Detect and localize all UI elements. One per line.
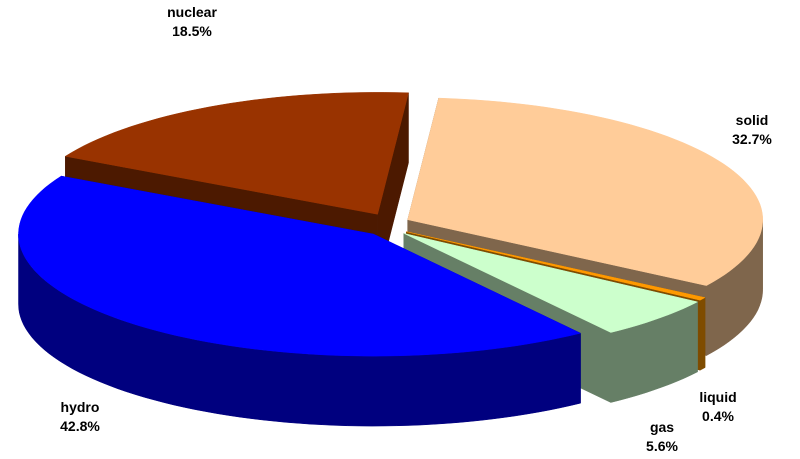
- slice-top: [403, 233, 699, 333]
- value-label: 42.8%: [60, 418, 100, 434]
- slice-top: [18, 175, 582, 357]
- value-label: 32.7%: [732, 131, 772, 147]
- category-label: hydro: [61, 399, 100, 415]
- slice-top: [64, 92, 409, 215]
- slice-top: [407, 97, 763, 286]
- slice-top: [406, 231, 706, 301]
- value-label: 5.6%: [646, 438, 678, 454]
- slice: [18, 175, 582, 427]
- value-label: 18.5%: [172, 23, 212, 39]
- slice-side: [699, 297, 706, 371]
- value-label: 0.4%: [702, 408, 734, 424]
- category-label: nuclear: [167, 4, 217, 20]
- category-label: liquid: [699, 389, 736, 405]
- category-label: gas: [650, 419, 674, 435]
- category-label: solid: [736, 112, 769, 128]
